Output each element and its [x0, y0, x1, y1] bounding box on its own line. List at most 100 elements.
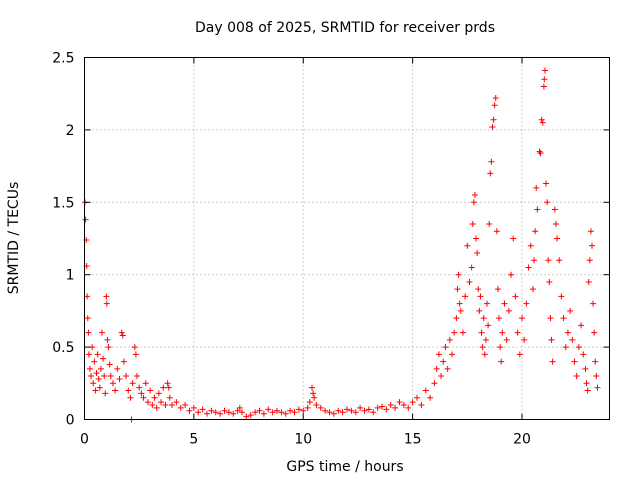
- data-point: [177, 404, 184, 411]
- data-point: [361, 407, 368, 414]
- data-point: [582, 365, 589, 372]
- data-point: [481, 351, 488, 358]
- data-point: [217, 410, 224, 417]
- data-point: [90, 380, 97, 387]
- data-point: [144, 399, 151, 406]
- data-point: [590, 300, 597, 307]
- data-point: [348, 407, 355, 414]
- data-point: [140, 394, 147, 401]
- data-point: [567, 307, 574, 314]
- data-point: [479, 344, 486, 351]
- data-point: [274, 407, 280, 414]
- x-axis-label: GPS time / hours: [286, 459, 403, 475]
- data-point: [490, 116, 497, 123]
- data-point: [300, 407, 307, 414]
- data-point: [344, 406, 350, 413]
- data-point: [537, 150, 544, 157]
- data-point: [505, 307, 512, 314]
- data-point: [310, 390, 317, 397]
- data-point: [379, 403, 385, 410]
- data-point: [243, 413, 250, 420]
- data-point: [548, 336, 555, 343]
- data-point: [123, 373, 130, 380]
- data-point: [230, 410, 237, 417]
- data-point: [118, 329, 125, 336]
- data-point: [585, 278, 592, 285]
- data-point: [468, 264, 475, 271]
- data-point: [459, 329, 466, 336]
- data-point: [125, 387, 132, 394]
- data-point: [431, 380, 438, 387]
- data-point: [462, 293, 469, 300]
- data-point: [352, 409, 359, 416]
- data-point: [114, 365, 121, 372]
- y-tick-label: 0: [66, 413, 75, 429]
- data-point: [155, 390, 162, 397]
- data-point: [580, 351, 587, 358]
- data-point: [136, 384, 143, 391]
- x-tick-label: 5: [189, 432, 198, 448]
- data-point: [138, 390, 145, 397]
- data-point: [531, 257, 538, 264]
- data-point: [578, 322, 585, 329]
- data-point: [414, 394, 420, 401]
- data-point: [162, 402, 169, 409]
- data-point: [549, 358, 556, 365]
- data-point: [494, 286, 501, 293]
- data-point: [291, 409, 298, 416]
- data-point: [129, 380, 136, 387]
- data-point: [339, 409, 346, 416]
- data-point: [485, 322, 492, 329]
- data-point: [182, 402, 189, 409]
- data-point: [160, 384, 167, 391]
- data-point: [120, 358, 127, 365]
- data-point: [212, 409, 219, 416]
- data-point: [195, 409, 202, 416]
- data-point: [433, 365, 440, 372]
- data-point: [365, 406, 372, 413]
- data-point: [100, 355, 107, 362]
- data-point: [85, 329, 92, 336]
- data-point: [538, 116, 545, 123]
- data-point: [91, 358, 98, 365]
- data-point: [501, 300, 508, 307]
- data-point: [265, 406, 272, 413]
- data-point: [396, 399, 403, 406]
- data-point: [282, 410, 289, 417]
- data-point: [544, 199, 551, 206]
- data-point: [510, 235, 517, 242]
- data-point: [86, 365, 93, 372]
- data-point: [451, 329, 458, 336]
- data-point: [335, 407, 342, 414]
- points-layer: [81, 67, 601, 423]
- data-point: [165, 384, 172, 391]
- y-tick-label: 1: [66, 268, 75, 284]
- data-point: [278, 409, 285, 416]
- data-point: [449, 351, 455, 358]
- data-point: [560, 315, 567, 322]
- data-point: [169, 402, 175, 409]
- data-point: [523, 300, 530, 307]
- data-point: [540, 83, 547, 90]
- data-point: [525, 264, 532, 271]
- data-point: [82, 216, 89, 223]
- data-point: [134, 373, 140, 380]
- data-point: [562, 344, 569, 351]
- data-point: [105, 344, 112, 351]
- y-axis-label: SRMTID / TECUs: [6, 182, 22, 295]
- data-point: [313, 402, 320, 409]
- data-point: [438, 373, 445, 380]
- data-point: [186, 407, 193, 414]
- data-point: [493, 228, 500, 235]
- data-point: [387, 402, 394, 409]
- data-point: [512, 293, 519, 300]
- data-point: [107, 373, 114, 380]
- data-point: [116, 375, 123, 382]
- data-point: [132, 351, 139, 358]
- data-point: [94, 351, 101, 358]
- data-point: [104, 336, 111, 343]
- data-point: [304, 404, 311, 411]
- data-point: [131, 344, 138, 351]
- data-point: [476, 307, 483, 314]
